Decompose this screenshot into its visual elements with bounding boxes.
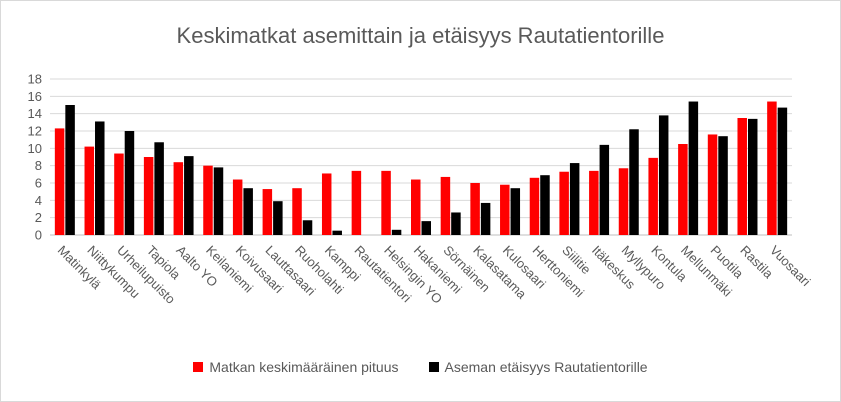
legend-swatch-red xyxy=(193,362,204,372)
bar-series-1 xyxy=(589,170,599,235)
bar-series-2 xyxy=(273,201,283,235)
bar-series-1 xyxy=(440,176,451,235)
bar-series-2 xyxy=(747,118,758,235)
legend-item-series-2: Aseman etäisyys Rautatientorille xyxy=(428,359,648,375)
bar-series-1 xyxy=(648,157,658,235)
bar-series-1 xyxy=(114,153,124,235)
y-tick-label: 14 xyxy=(28,106,42,121)
bar-series-1 xyxy=(232,179,243,235)
bar-series-1 xyxy=(767,101,777,235)
bar-series-2 xyxy=(599,144,610,235)
bar-series-1 xyxy=(143,157,154,235)
bar-series-1 xyxy=(262,189,273,235)
bar-series-2 xyxy=(332,230,342,235)
bar-series-2 xyxy=(154,142,164,235)
bar-series-1 xyxy=(411,179,421,235)
bar-series-2 xyxy=(391,229,402,235)
bar-series-1 xyxy=(470,183,480,235)
bar-series-2 xyxy=(510,188,521,235)
y-tick-label: 10 xyxy=(28,141,42,156)
bar-series-2 xyxy=(569,163,580,235)
bar-series-2 xyxy=(451,212,461,235)
bar-series-2 xyxy=(629,129,639,235)
bar-series-1 xyxy=(84,146,95,235)
bar-series-2 xyxy=(124,131,135,235)
bar-series-2 xyxy=(184,156,194,235)
y-tick-label: 0 xyxy=(35,228,42,243)
legend-label-series-2: Aseman etäisyys Rautatientorille xyxy=(444,359,648,375)
bar-series-1 xyxy=(173,162,184,235)
y-tick-label: 4 xyxy=(35,193,42,208)
bar-series-2 xyxy=(243,188,253,235)
bar-series-1 xyxy=(54,128,65,235)
bar-series-2 xyxy=(65,105,75,235)
bar-series-1 xyxy=(707,134,718,235)
y-tick-label: 6 xyxy=(35,176,42,191)
bar-series-1 xyxy=(500,184,510,235)
bar-series-1 xyxy=(203,165,213,235)
bar-series-1 xyxy=(618,168,629,235)
bar-series-2 xyxy=(658,115,669,235)
y-tick-label: 18 xyxy=(28,72,42,87)
bar-series-2 xyxy=(718,136,728,235)
y-tick-label: 2 xyxy=(35,210,42,225)
bar-series-1 xyxy=(321,173,332,235)
bar-series-2 xyxy=(302,220,313,235)
y-tick-label: 16 xyxy=(28,89,42,104)
bar-series-1 xyxy=(292,188,302,235)
category-label: Vuosaari xyxy=(767,243,814,290)
bar-series-1 xyxy=(529,177,540,235)
y-tick-label: 12 xyxy=(28,124,42,139)
chart-title: Keskimatkat asemittain ja etäisyys Rauta… xyxy=(176,23,665,48)
legend-item-series-1: Matkan keskimääräinen pituus xyxy=(193,359,399,375)
bar-series-1 xyxy=(737,118,747,235)
bar-series-2 xyxy=(480,202,491,235)
bar-series-1 xyxy=(351,170,362,235)
bar-series-2 xyxy=(777,107,788,235)
bar-series-2 xyxy=(540,175,550,235)
bar-series-2 xyxy=(688,101,699,235)
bar-series-1 xyxy=(381,170,391,235)
bar-series-1 xyxy=(678,144,688,235)
legend-label-series-1: Matkan keskimääräinen pituus xyxy=(209,359,399,375)
bar-series-1 xyxy=(559,171,569,235)
y-tick-label: 8 xyxy=(35,158,42,173)
legend-swatch-black xyxy=(428,362,439,372)
bar-series-2 xyxy=(213,167,224,235)
bar-series-2 xyxy=(421,221,431,235)
bar-series-2 xyxy=(95,121,105,235)
legend: Matkan keskimääräinen pituus Aseman etäi… xyxy=(1,359,840,375)
